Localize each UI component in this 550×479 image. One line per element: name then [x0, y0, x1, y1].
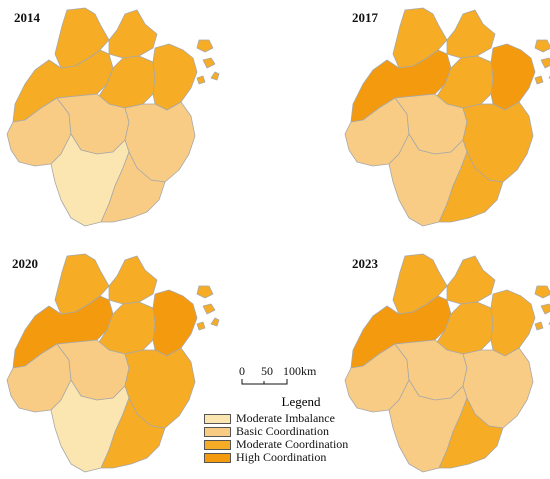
legend-label: Moderate Coordination — [236, 437, 349, 451]
legend-item-moderate-coordination: Moderate Coordination — [204, 437, 374, 451]
region-zhoushan — [534, 39, 550, 85]
region-ningbo — [152, 289, 198, 357]
region-ningbo — [490, 43, 536, 111]
region-zhoushan — [196, 285, 220, 331]
region-wenzhou — [438, 397, 504, 469]
scale-bar-line — [241, 379, 288, 385]
legend-swatch — [204, 452, 231, 463]
map-panel-2014 — [6, 7, 220, 227]
map-panel-2020 — [6, 253, 220, 473]
year-label-2014: 2014 — [14, 10, 40, 25]
legend-swatch — [204, 426, 231, 437]
legend-swatch — [204, 439, 231, 450]
legend-label: High Coordination — [236, 450, 327, 464]
region-ningbo — [490, 289, 536, 357]
region-jiaxing — [446, 255, 496, 305]
legend-swatch — [204, 413, 231, 424]
region-ningbo — [152, 43, 198, 111]
map-panel-2023 — [344, 253, 550, 473]
legend: Legend Moderate Imbalance Basic Coordina… — [204, 394, 374, 464]
map-panel-2017 — [344, 7, 550, 227]
scale-label-100km: 100km — [283, 364, 317, 378]
region-zhoushan — [534, 285, 550, 331]
region-wenzhou — [438, 151, 504, 223]
legend-title: Legend — [281, 394, 321, 409]
region-jiaxing — [108, 255, 158, 305]
region-jiaxing — [108, 9, 158, 59]
year-label-2017: 2017 — [352, 10, 378, 25]
legend-label: Moderate Imbalance — [236, 411, 335, 425]
legend-item-moderate-imbalance: Moderate Imbalance — [204, 411, 374, 425]
scale-label-0: 0 — [239, 364, 245, 378]
legend-item-basic-coordination: Basic Coordination — [204, 424, 374, 438]
region-zhoushan — [196, 39, 220, 85]
region-jiaxing — [446, 9, 496, 59]
region-wenzhou — [100, 397, 166, 469]
legend-item-high-coordination: High Coordination — [204, 450, 374, 464]
scale-label-50: 50 — [261, 364, 273, 378]
legend-label: Basic Coordination — [236, 424, 329, 438]
region-wenzhou — [100, 151, 166, 223]
scale-bar: 0 50 100km — [236, 364, 326, 388]
year-label-2020: 2020 — [12, 256, 38, 271]
year-label-2023: 2023 — [352, 256, 378, 271]
